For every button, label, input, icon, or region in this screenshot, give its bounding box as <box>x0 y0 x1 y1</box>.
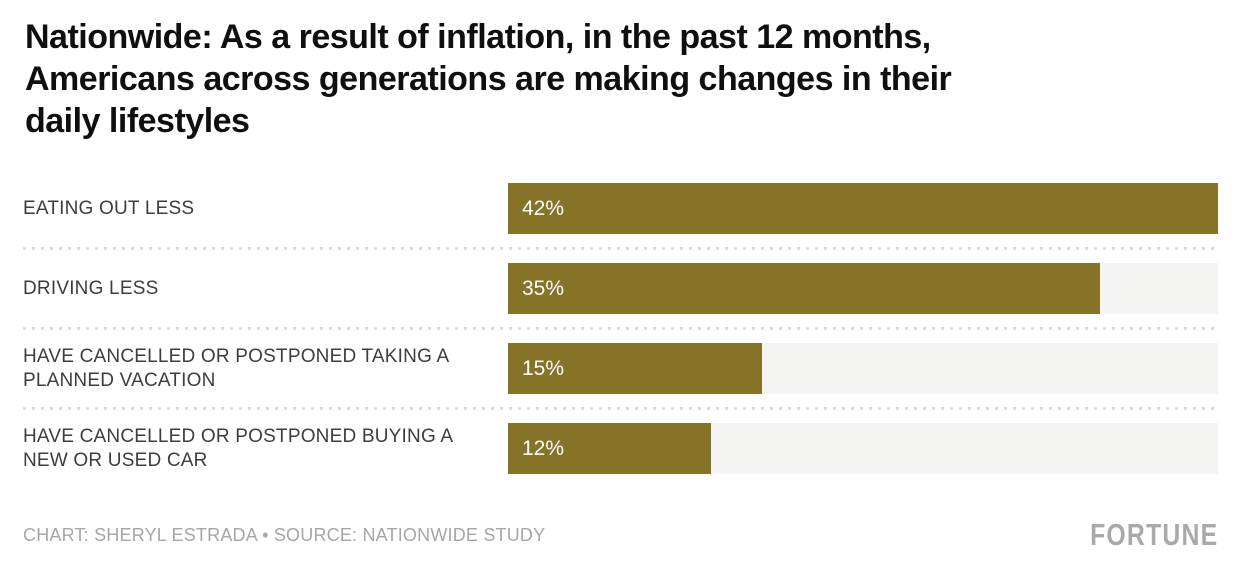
bar-value-label: 15% <box>522 356 565 380</box>
chart-row-cancelled-car: HAVE CANCELLED OR POSTPONED BUYING A NEW… <box>23 423 1218 474</box>
row-divider <box>23 327 1218 330</box>
chart-footer: CHART: SHERYL ESTRADA • SOURCE: NATIONWI… <box>23 517 1218 552</box>
bar-driving-less: 35% <box>508 263 1100 314</box>
bar-track: 42% <box>508 183 1218 234</box>
category-label: HAVE CANCELLED OR POSTPONED BUYING A NEW… <box>23 425 453 471</box>
chart-row-cancelled-vacation: HAVE CANCELLED OR POSTPONED TAKING A PLA… <box>23 343 1218 394</box>
bar-chart: EATING OUT LESS 42% DRIVING LESS 35% HAV… <box>23 183 1218 474</box>
row-divider <box>23 407 1218 410</box>
chart-row-eating-out-less: EATING OUT LESS 42% <box>23 183 1218 234</box>
category-label: HAVE CANCELLED OR POSTPONED TAKING A PLA… <box>23 345 449 391</box>
chart-title: Nationwide: As a result of inflation, in… <box>25 18 952 140</box>
bar-track: 15% <box>508 343 1218 394</box>
fortune-logo: FORTUNE <box>1089 517 1218 552</box>
category-label: DRIVING LESS <box>23 277 159 299</box>
bar-value-label: 12% <box>522 436 565 460</box>
bar-cancelled-car: 12% <box>508 423 711 474</box>
credit-line: CHART: SHERYL ESTRADA • SOURCE: NATIONWI… <box>23 524 546 545</box>
bar-cancelled-vacation: 15% <box>508 343 762 394</box>
bar-track: 12% <box>508 423 1218 474</box>
category-label: EATING OUT LESS <box>23 197 195 219</box>
bar-value-label: 42% <box>522 196 565 220</box>
bar-eating-out-less: 42% <box>508 183 1218 234</box>
chart-row-driving-less: DRIVING LESS 35% <box>23 263 1218 314</box>
bar-value-label: 35% <box>522 276 565 300</box>
row-divider <box>23 247 1218 250</box>
bar-track: 35% <box>508 263 1218 314</box>
